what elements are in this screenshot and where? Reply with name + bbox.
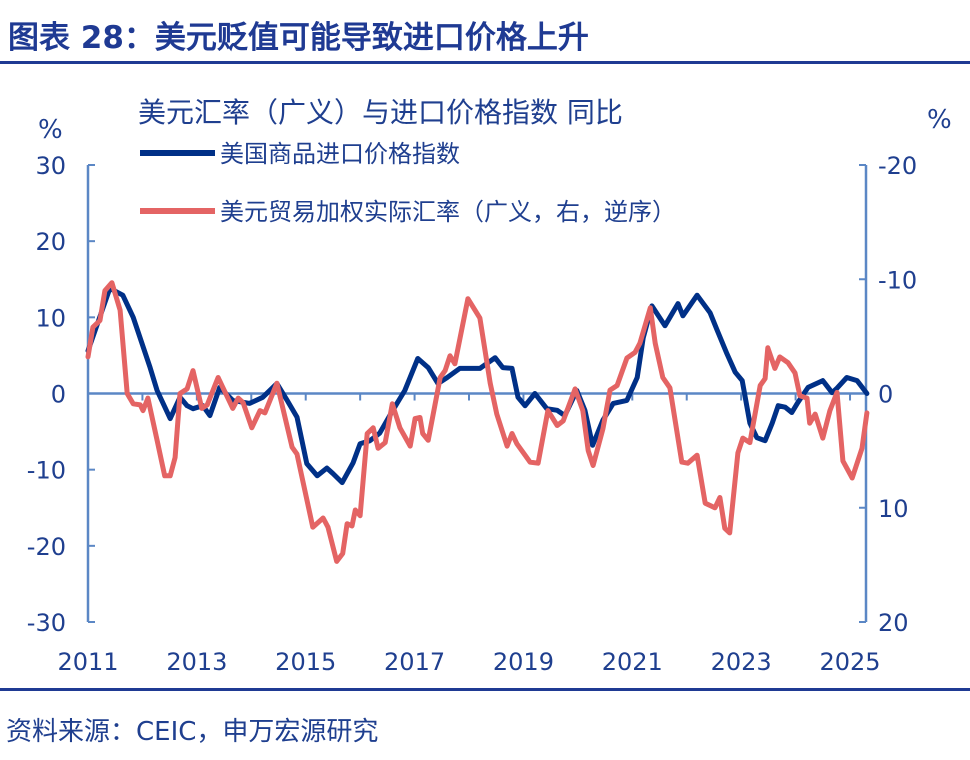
- x-tick-label: 2019: [493, 648, 554, 676]
- x-tick-label: 2025: [819, 648, 880, 676]
- chart-title: 美元汇率（广义）与进口价格指数 同比: [138, 96, 623, 129]
- footer-rule: [0, 688, 970, 691]
- source-note: 资料来源：CEIC，申万宏源研究: [6, 717, 378, 747]
- left-tick-label: 30: [35, 152, 66, 180]
- x-tick-label: 2013: [166, 648, 227, 676]
- left-tick-label: -20: [27, 533, 66, 561]
- right-tick-label: 10: [878, 495, 909, 523]
- left-tick-label: 20: [35, 228, 66, 256]
- right-axis-unit: %: [927, 105, 952, 135]
- legend-label-import-price: 美国商品进口价格指数: [220, 140, 460, 168]
- right-tick-label: -20: [878, 152, 917, 180]
- series-lines: [85, 280, 870, 564]
- legend: 美国商品进口价格指数 美元贸易加权实际汇率（广义，右，逆序）: [140, 140, 676, 226]
- x-tick-label: 2021: [602, 648, 663, 676]
- x-tick-label: 2017: [384, 648, 445, 676]
- figure-title: 图表 28：美元贬值可能导致进口价格上升: [8, 20, 589, 56]
- left-tick-label: 10: [35, 304, 66, 332]
- series-line-dollar-index: [85, 280, 870, 564]
- left-tick-label: -30: [27, 609, 66, 637]
- title-rule: [0, 61, 970, 64]
- x-tick-label: 2011: [57, 648, 118, 676]
- x-tick-label: 2023: [711, 648, 772, 676]
- axes: 30 20 10 0 -10 -20 -30 -20 -10 0 10 20 2011 2013 2015 2…: [27, 152, 917, 676]
- legend-label-dollar-index: 美元贸易加权实际汇率（广义，右，逆序）: [220, 198, 676, 226]
- left-axis-unit: %: [38, 115, 63, 145]
- x-tick-label: 2015: [275, 648, 336, 676]
- left-tick-label: 0: [51, 381, 66, 409]
- right-tick-label: 20: [878, 609, 909, 637]
- right-tick-label: 0: [878, 381, 893, 409]
- right-tick-label: -10: [878, 266, 917, 294]
- left-tick-label: -10: [27, 457, 66, 485]
